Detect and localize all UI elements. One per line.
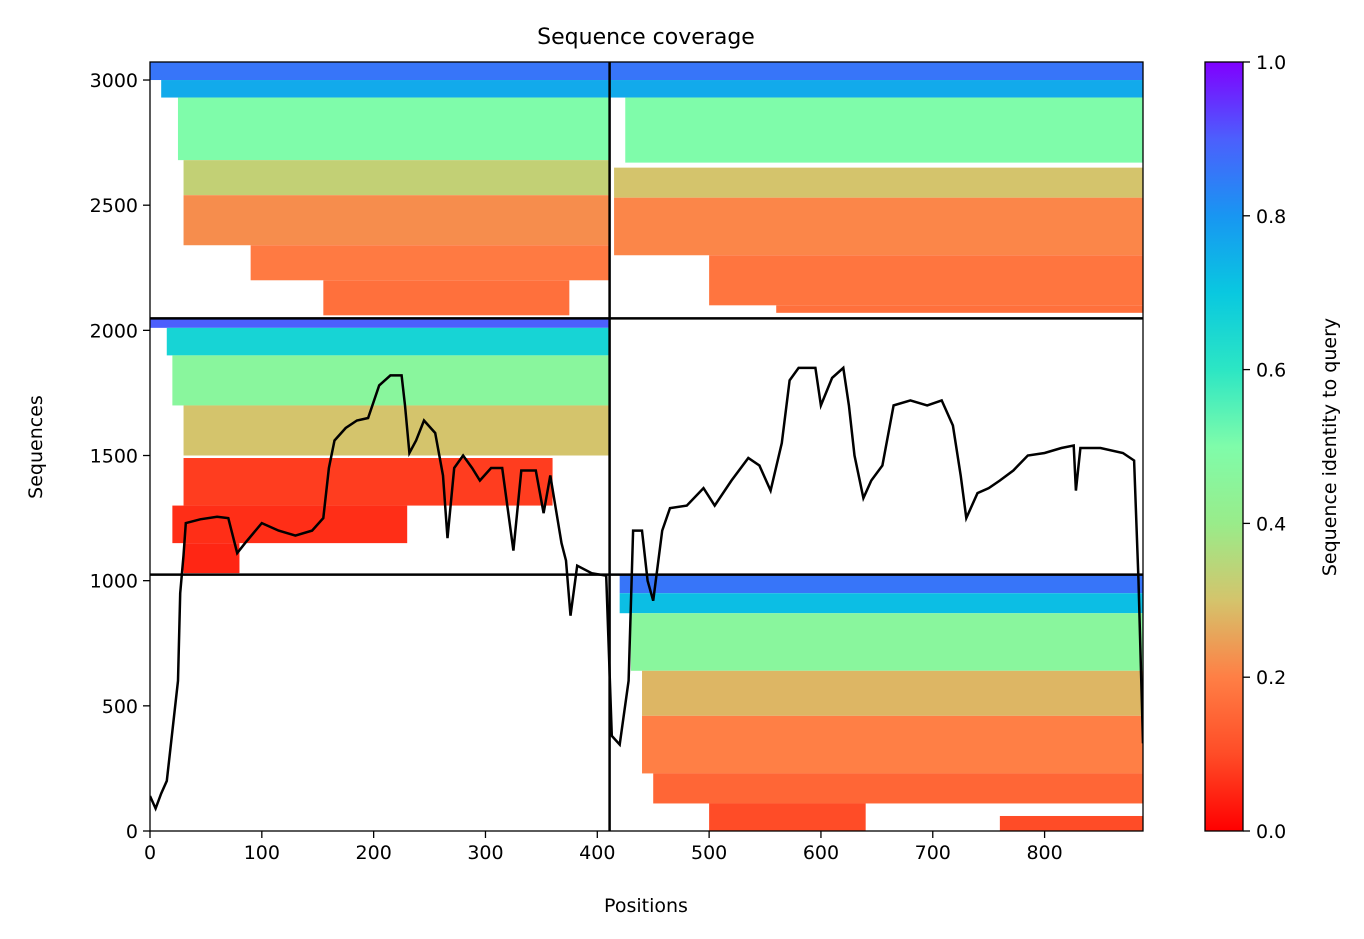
coverage-band-1-6	[776, 305, 1143, 313]
coverage-band-0-0	[150, 62, 610, 81]
y-tick-label: 3000	[90, 70, 138, 92]
coverage-band-0-6	[323, 280, 570, 316]
coverage-band-1-4	[614, 197, 1143, 256]
x-axis-label: Positions	[604, 895, 688, 917]
coverage-band-2-1	[166, 327, 610, 356]
y-axis-label: Sequences	[25, 395, 47, 499]
coverage-band-2-4	[183, 458, 553, 506]
coverage-heatmap	[150, 62, 1143, 831]
x-tick-label: 400	[579, 842, 615, 864]
y-tick-label: 2500	[90, 195, 138, 217]
coverage-band-3-7	[999, 815, 1143, 831]
y-axis-ticks: 0 500 1000 1500 2000 2500 3000	[90, 70, 150, 843]
coverage-band-2-0	[150, 318, 610, 328]
colorbar-tick-label: 0.8	[1256, 206, 1286, 228]
y-tick-label: 1000	[90, 571, 138, 593]
colorbar-tick-label: 1.0	[1256, 52, 1286, 74]
coverage-band-0-5	[250, 245, 610, 281]
colorbar-tick-label: 0.6	[1256, 360, 1286, 382]
coverage-band-3-5	[653, 773, 1143, 804]
coverage-band-2-5	[172, 505, 408, 544]
coverage-band-3-1	[619, 593, 1143, 614]
colorbar-ticks: 0.0 0.2 0.4 0.6 0.8 1.0	[1243, 52, 1286, 843]
coverage-band-2-2	[172, 355, 610, 406]
y-tick-label: 500	[102, 696, 138, 718]
y-tick-label: 1500	[90, 446, 138, 468]
x-tick-label: 0	[144, 842, 156, 864]
x-axis-ticks: 0 100 200 300 400 500 600 700 800	[144, 831, 1063, 864]
y-tick-label: 2000	[90, 320, 138, 342]
chart-title: Sequence coverage	[537, 25, 755, 50]
coverage-band-1-1	[609, 80, 1143, 98]
coverage-band-0-2	[177, 97, 610, 161]
coverage-band-2-6	[183, 543, 240, 574]
colorbar-tick-label: 0.4	[1256, 513, 1286, 535]
coverage-band-1-3	[614, 167, 1143, 198]
x-tick-label: 100	[244, 842, 280, 864]
colorbar-label: Sequence identity to query	[1319, 318, 1341, 576]
coverage-line	[150, 365, 1143, 812]
coverage-band-3-3	[642, 670, 1143, 716]
x-tick-label: 600	[803, 842, 839, 864]
colorbar	[1204, 61, 1244, 832]
coverage-band-2-3	[183, 405, 610, 456]
coverage-band-3-6	[709, 803, 866, 831]
x-tick-label: 500	[691, 842, 727, 864]
x-tick-label: 300	[467, 842, 503, 864]
coverage-band-3-0	[619, 574, 1143, 594]
coverage-band-3-2	[630, 613, 1143, 671]
coverage-band-1-2	[625, 97, 1143, 163]
y-tick-label: 0	[126, 821, 138, 843]
coverage-band-1-5	[709, 255, 1143, 306]
colorbar-tick-label: 0.0	[1256, 821, 1286, 843]
x-tick-label: 700	[915, 842, 951, 864]
coverage-band-3-4	[642, 715, 1143, 774]
colorbar-tick-label: 0.2	[1256, 667, 1286, 689]
x-tick-label: 200	[356, 842, 392, 864]
coverage-band-0-4	[183, 195, 610, 246]
x-tick-label: 800	[1026, 842, 1062, 864]
coverage-band-0-1	[161, 80, 610, 98]
coverage-band-0-3	[183, 160, 610, 196]
plot-frame	[149, 61, 1144, 832]
coverage-band-1-0	[609, 62, 1143, 81]
